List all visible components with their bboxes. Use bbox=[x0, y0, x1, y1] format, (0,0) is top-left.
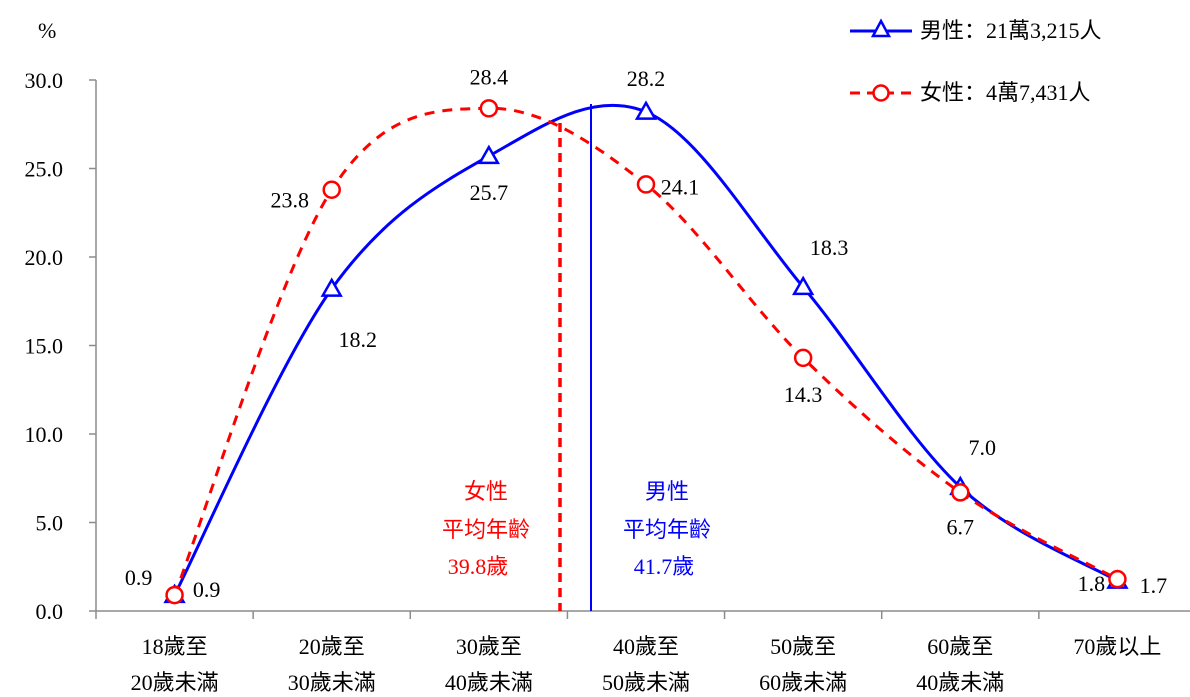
male-value-label: 25.7 bbox=[470, 180, 509, 205]
y-tick-label: 10.0 bbox=[25, 422, 64, 447]
legend-female-marker bbox=[872, 84, 890, 102]
x-tick-label-line2: 60歲未滿 bbox=[759, 670, 847, 695]
female-annotation-line-1: 女性 bbox=[464, 479, 508, 504]
male-point-marker bbox=[320, 277, 343, 297]
male-value-label: 28.2 bbox=[627, 66, 666, 91]
male-annotation-line-1: 男性 bbox=[645, 479, 689, 504]
x-tick-label: 20歲至 bbox=[299, 634, 365, 659]
female-annotation-line-3: 39.8歲 bbox=[448, 554, 509, 579]
legend-female-label: 女性：4萬7,431人 bbox=[920, 80, 1091, 105]
x-tick-label-line2: 20歲未滿 bbox=[131, 670, 219, 695]
male-point-marker bbox=[634, 100, 658, 120]
x-tick-label-line2: 40歲未滿 bbox=[445, 670, 533, 695]
female-value-label: 28.4 bbox=[470, 64, 509, 89]
x-tick-label: 30歲至 bbox=[456, 634, 522, 659]
x-tick-label: 60歲至 bbox=[927, 634, 993, 659]
male-value-label: 7.0 bbox=[969, 435, 997, 460]
x-tick-label-line2: 40歲未滿 bbox=[916, 670, 1004, 695]
female-point-marker bbox=[951, 483, 970, 502]
x-tick-label: 18歲至 bbox=[142, 634, 208, 659]
female-value-label: 1.8 bbox=[1078, 571, 1106, 596]
y-tick-label: 15.0 bbox=[25, 334, 64, 359]
legend: 男性：21萬3,215人 女性：4萬7,431人 bbox=[850, 18, 1102, 105]
female-value-label: 14.3 bbox=[784, 382, 823, 407]
male-annotation-line-2: 平均年齡 bbox=[623, 517, 711, 542]
female-point-marker bbox=[793, 348, 813, 368]
male-point-marker bbox=[791, 275, 815, 296]
x-tick-label: 50歲至 bbox=[770, 634, 836, 659]
y-tick-label: 0.0 bbox=[36, 599, 64, 624]
female-mean-age-annotation: 女性 平均年齡 39.8歲 bbox=[442, 479, 530, 579]
y-axis-unit: % bbox=[38, 18, 56, 43]
female-point-marker bbox=[636, 175, 656, 194]
female-series-line bbox=[173, 106, 1119, 596]
female-annotation-line-2: 平均年齡 bbox=[442, 517, 530, 542]
y-tick-label: 20.0 bbox=[25, 245, 64, 270]
female-point-marker bbox=[1108, 569, 1127, 589]
legend-male-marker bbox=[870, 18, 892, 38]
x-tick-label-line2: 30歲未滿 bbox=[288, 670, 376, 695]
y-tick-label: 25.0 bbox=[25, 157, 64, 182]
female-value-label: 23.8 bbox=[270, 188, 309, 213]
x-tick-label-line2: 50歲未滿 bbox=[602, 670, 690, 695]
female-value-label: 6.7 bbox=[947, 514, 975, 539]
male-point-marker bbox=[477, 144, 501, 165]
x-tick-label: 70歲以上 bbox=[1073, 634, 1161, 659]
female-point-marker bbox=[479, 99, 499, 118]
female-value-label: 24.1 bbox=[661, 174, 700, 199]
x-tick-label: 40歲至 bbox=[613, 634, 679, 659]
female-value-label: 0.9 bbox=[125, 565, 153, 590]
male-value-label: 18.2 bbox=[338, 327, 377, 352]
male-mean-age-annotation: 男性 平均年齡 41.7歲 bbox=[623, 479, 711, 579]
y-tick-label: 5.0 bbox=[36, 511, 64, 536]
male-value-label: 18.3 bbox=[810, 235, 849, 260]
male-annotation-line-3: 41.7歲 bbox=[634, 554, 695, 579]
male-value-label: 1.7 bbox=[1140, 573, 1168, 598]
y-tick-label: 30.0 bbox=[25, 68, 64, 93]
female-point-marker bbox=[322, 180, 341, 199]
male-value-label: 0.9 bbox=[193, 577, 221, 602]
female-point-marker bbox=[165, 585, 184, 605]
legend-male-label: 男性：21萬3,215人 bbox=[920, 18, 1102, 43]
